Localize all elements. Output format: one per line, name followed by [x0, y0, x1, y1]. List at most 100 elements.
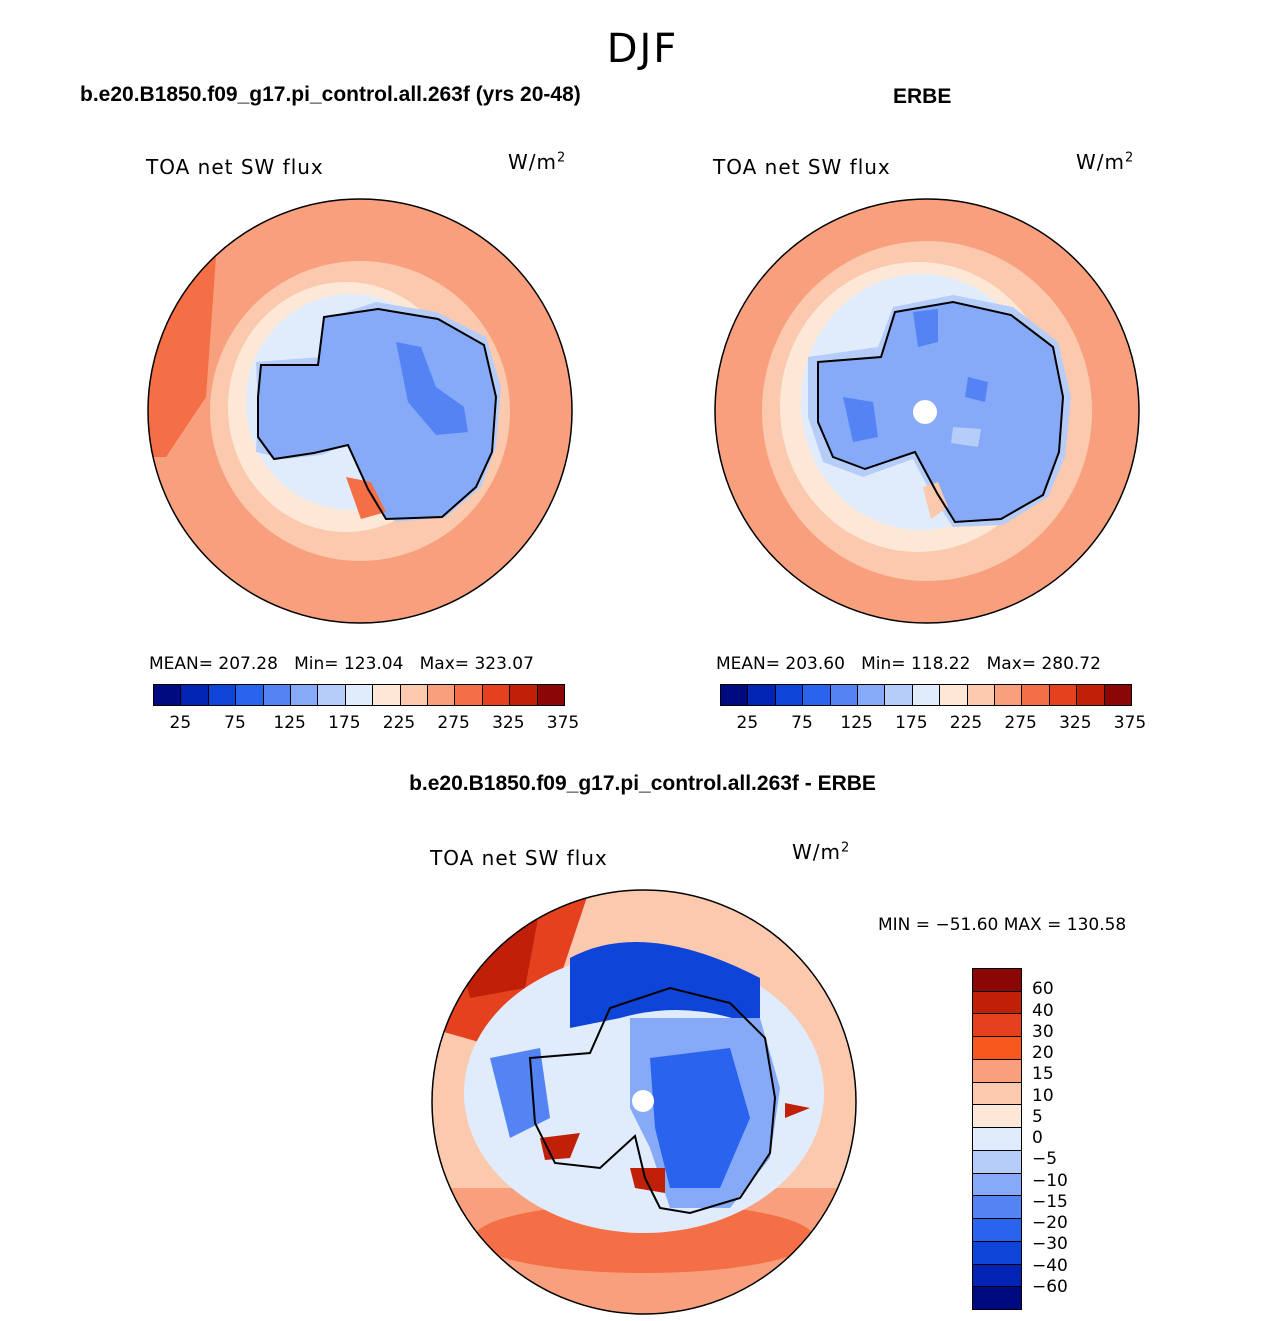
panel1-polar-map	[147, 198, 573, 624]
panel1-units: W/m2	[508, 150, 566, 174]
min-value: 123.04	[343, 654, 404, 674]
colorbar-tick-label: −15	[1032, 1191, 1068, 1212]
units-text: W/m	[508, 150, 557, 174]
map-low-flux-region	[913, 309, 938, 347]
panel3-difference-map	[431, 889, 857, 1315]
colorbar-swatch	[721, 685, 749, 705]
colorbar-swatch	[830, 685, 859, 705]
max-value: 323.07	[474, 654, 534, 674]
colorbar-swatch	[973, 1014, 1021, 1038]
mean-value: 203.60	[785, 654, 845, 674]
colorbar-swatch	[967, 685, 996, 705]
colorbar-tick-label: 25	[736, 713, 759, 733]
colorbar-swatch	[482, 685, 511, 705]
colorbar-swatch	[973, 1196, 1021, 1220]
colorbar-tick-label: 10	[1032, 1085, 1054, 1106]
panel2-colorbar	[720, 684, 1132, 706]
colorbar-swatch	[973, 1150, 1021, 1174]
colorbar-tick-label: −60	[1032, 1276, 1068, 1297]
antarctica-continent	[818, 302, 1063, 522]
panel3-title: b.e20.B1850.f09_g17.pi_control.all.263f …	[409, 772, 876, 795]
panel3-variable: TOA net SW flux	[430, 846, 608, 870]
map-negative-bias-region	[650, 1048, 750, 1188]
min-label: Min=	[294, 654, 339, 674]
map-low-flux-region	[396, 342, 468, 435]
colorbar-swatch	[775, 685, 804, 705]
pole-data-gap	[632, 1090, 654, 1112]
units-exponent: 2	[1125, 150, 1135, 166]
panel3-colorbar-labels: 60 40 30 20 15 10 5 0 −5 −10 −15 −20 −30 −40 −60	[1032, 968, 1112, 1308]
colorbar-swatch	[973, 991, 1021, 1015]
min-value: 118.22	[910, 654, 971, 674]
max-label: Max=	[986, 654, 1037, 674]
colorbar-swatch	[973, 1082, 1021, 1106]
panel2-units: W/m2	[1076, 150, 1134, 174]
colorbar-swatch	[973, 1037, 1021, 1060]
colorbar-swatch	[154, 685, 182, 705]
colorbar-swatch	[291, 685, 319, 705]
map-positive-bias-region	[785, 1103, 810, 1118]
colorbar-tick-label: 125	[840, 713, 873, 733]
colorbar-swatch	[973, 1219, 1021, 1242]
colorbar-swatch	[973, 1264, 1021, 1288]
antarctica-continent	[258, 309, 496, 519]
colorbar-swatch	[803, 685, 831, 705]
colorbar-swatch	[940, 685, 968, 705]
colorbar-tick-label: −40	[1032, 1255, 1068, 1276]
colorbar-tick-label: 30	[1032, 1021, 1054, 1042]
units-exponent: 2	[841, 840, 851, 856]
panel2-title: ERBE	[893, 85, 952, 108]
mean-value: 207.28	[218, 654, 278, 674]
map-high-flux-region	[346, 477, 386, 519]
min-label: Min=	[861, 654, 906, 674]
colorbar-swatch	[973, 1173, 1021, 1197]
colorbar-tick-label: 20	[1032, 1043, 1054, 1063]
figure-season-title: DJF	[606, 26, 679, 72]
panel1-colorbar-labels: 25 75 125 175 225 275 325 375	[153, 713, 580, 733]
colorbar-tick-label: 25	[169, 713, 192, 733]
colorbar-swatch	[973, 1059, 1021, 1083]
colorbar-swatch	[973, 1105, 1021, 1129]
panel1-variable: TOA net SW flux	[146, 155, 324, 179]
colorbar-tick-label: 325	[492, 713, 525, 733]
panel2-stats: MEAN= 203.60 Min= 118.22 Max= 280.72	[716, 654, 1101, 674]
colorbar-swatch	[748, 685, 776, 705]
map-contour-band	[951, 427, 981, 447]
units-text: W/m	[792, 840, 841, 864]
colorbar-swatch	[373, 685, 401, 705]
colorbar-swatch	[885, 685, 913, 705]
colorbar-tick-label: 325	[1059, 713, 1092, 733]
colorbar-swatch	[1022, 685, 1050, 705]
map-boundary	[431, 889, 857, 1315]
colorbar-tick-label: 175	[895, 713, 928, 733]
colorbar-swatch	[912, 685, 941, 705]
panel1-stats: MEAN= 207.28 Min= 123.04 Max= 323.07	[149, 654, 534, 674]
mean-label: MEAN=	[149, 654, 213, 674]
panel2-polar-map	[714, 198, 1140, 624]
colorbar-swatch	[318, 685, 346, 705]
colorbar-swatch	[973, 1128, 1021, 1151]
colorbar-swatch	[510, 685, 538, 705]
colorbar-tick-label: 175	[328, 713, 361, 733]
colorbar-tick-label: 275	[1004, 713, 1037, 733]
map-positive-bias-region	[630, 1168, 665, 1193]
antarctica-coastline	[817, 300, 1065, 524]
colorbar-tick-label: 75	[224, 713, 246, 733]
colorbar-tick-label: 375	[1113, 713, 1147, 733]
colorbar-tick-label: −10	[1032, 1170, 1068, 1191]
panel1-colorbar	[153, 684, 565, 706]
colorbar-tick-label: 0	[1032, 1128, 1043, 1148]
panel2-variable: TOA net SW flux	[713, 155, 891, 179]
panel3-units: W/m2	[792, 840, 850, 864]
colorbar-tick-label: 40	[1032, 1000, 1054, 1021]
map-boundary	[714, 198, 1140, 624]
colorbar-tick-label: −5	[1032, 1149, 1058, 1170]
colorbar-swatch	[208, 685, 237, 705]
colorbar-tick-label: 15	[1032, 1064, 1054, 1085]
map-low-flux-region	[965, 377, 988, 402]
colorbar-swatch	[973, 1287, 1021, 1310]
mean-label: MEAN=	[716, 654, 780, 674]
colorbar-swatch	[428, 685, 456, 705]
antarctica-coastline	[257, 307, 498, 521]
colorbar-swatch	[455, 685, 483, 705]
